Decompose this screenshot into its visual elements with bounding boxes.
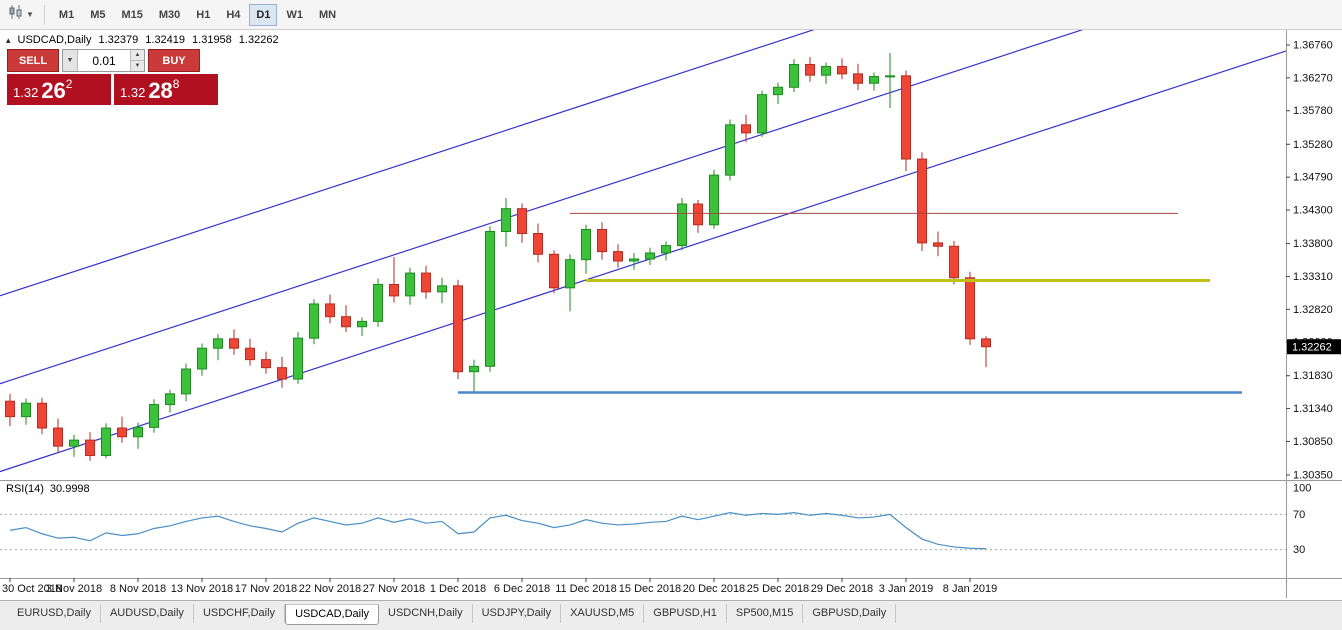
tf-button-m5[interactable]: M5 — [90, 8, 106, 21]
tf-button-m30[interactable]: M30 — [158, 8, 181, 21]
svg-text:8 Jan 2019: 8 Jan 2019 — [943, 583, 997, 595]
rsi-name: RSI(14) — [6, 483, 44, 495]
tf-button-h4[interactable]: H4 — [226, 8, 241, 21]
svg-text:6 Dec 2018: 6 Dec 2018 — [494, 583, 550, 595]
svg-text:15 Dec 2018: 15 Dec 2018 — [619, 583, 681, 595]
svg-text:1.36760: 1.36760 — [1293, 40, 1333, 52]
sell-price-pips: 26 — [41, 78, 66, 103]
title-marker-icon: ▴ — [6, 34, 11, 45]
tf-button-m15[interactable]: M15 — [121, 8, 143, 21]
sell-button[interactable]: SELL — [7, 49, 59, 72]
svg-text:1.31830: 1.31830 — [1293, 370, 1333, 382]
tf-button-d1[interactable]: D1 — [249, 3, 278, 26]
ohlc-high: 1.32419 — [145, 34, 186, 46]
svg-text:1.30350: 1.30350 — [1293, 470, 1333, 482]
sell-price-pipette: 2 — [65, 77, 73, 91]
ohlc-low: 1.31958 — [192, 34, 232, 46]
sell-price-base: 1.32 — [13, 85, 39, 100]
ohlc-open: 1.32379 — [98, 34, 139, 46]
svg-text:1.36270: 1.36270 — [1293, 72, 1333, 84]
tf-button-m1[interactable]: M1 — [58, 8, 75, 21]
lot-size-field: ▼ 0.01 ▲ ▼ — [62, 49, 145, 72]
svg-text:20 Dec 2018: 20 Dec 2018 — [683, 583, 745, 595]
rsi-value: 30.9998 — [49, 483, 90, 495]
buy-price-box[interactable]: 1.32 28 8 — [114, 74, 218, 105]
tf-button-h1[interactable]: H1 — [196, 8, 211, 21]
tab-usdjpy-daily[interactable]: USDJPY,Daily — [473, 604, 562, 623]
svg-text:1.32820: 1.32820 — [1293, 304, 1333, 316]
svg-text:30: 30 — [1293, 544, 1305, 556]
toolbar-separator — [43, 4, 45, 25]
svg-text:3 Jan 2019: 3 Jan 2019 — [879, 583, 933, 595]
tf-button-mn[interactable]: MN — [318, 8, 337, 21]
tab-gbpusd-daily[interactable]: GBPUSD,Daily — [803, 604, 897, 623]
rsi-indicator-label: RSI(14) 30.9998 — [6, 483, 90, 495]
svg-text:1 Dec 2018: 1 Dec 2018 — [430, 583, 486, 595]
svg-text:1.32262: 1.32262 — [1292, 342, 1332, 354]
svg-text:1.33800: 1.33800 — [1293, 238, 1333, 250]
tab-sp500-m15[interactable]: SP500,M15 — [727, 604, 804, 623]
svg-text:29 Dec 2018: 29 Dec 2018 — [811, 583, 873, 595]
tab-audusd-daily[interactable]: AUDUSD,Daily — [101, 604, 194, 623]
tab-gbpusd-h1[interactable]: GBPUSD,H1 — [644, 604, 727, 623]
svg-text:30 Oct 2018: 30 Oct 2018 — [2, 583, 62, 595]
svg-text:13 Nov 2018: 13 Nov 2018 — [171, 583, 233, 595]
svg-text:25 Dec 2018: 25 Dec 2018 — [747, 583, 809, 595]
svg-text:17 Nov 2018: 17 Nov 2018 — [235, 583, 297, 595]
svg-text:1.35280: 1.35280 — [1293, 139, 1333, 151]
buy-price-base: 1.32 — [120, 85, 146, 100]
tab-usdcnh-daily[interactable]: USDCNH,Daily — [379, 604, 473, 623]
buy-price-pips: 28 — [148, 78, 173, 103]
chart-title: ▴ USDCAD,Daily 1.32379 1.32419 1.31958 1… — [6, 34, 279, 46]
ohlc-close: 1.32262 — [238, 34, 279, 46]
svg-text:70: 70 — [1293, 509, 1305, 521]
chevron-down-icon: ▼ — [26, 10, 34, 19]
svg-text:1.33310: 1.33310 — [1293, 271, 1333, 283]
tab-usdcad-daily[interactable]: USDCAD,Daily — [285, 604, 380, 625]
price-chart-canvas[interactable]: 1.36760 1.36270 1.35780 1.35280 1.34790 1.343… — [0, 30, 1342, 600]
tf-button-w1[interactable]: W1 — [286, 8, 303, 21]
svg-text:100: 100 — [1293, 483, 1311, 495]
tab-xauusd-m5[interactable]: XAUUSD,M5 — [561, 604, 645, 623]
tab-usdchf-daily[interactable]: USDCHF,Daily — [194, 604, 286, 623]
buy-price-pipette: 8 — [172, 77, 180, 91]
lot-dropdown-icon[interactable]: ▼ — [63, 50, 78, 71]
lot-decrease-icon[interactable]: ▼ — [131, 61, 144, 71]
svg-text:22 Nov 2018: 22 Nov 2018 — [299, 583, 361, 595]
lot-increase-icon[interactable]: ▲ — [131, 50, 144, 61]
symbol-period-label: USDCAD,Daily — [17, 34, 92, 46]
chart-menu-button[interactable]: ▼ — [4, 5, 38, 24]
svg-text:1.31340: 1.31340 — [1293, 403, 1333, 415]
sell-price-box[interactable]: 1.32 26 2 — [7, 74, 111, 105]
svg-text:27 Nov 2018: 27 Nov 2018 — [363, 583, 425, 595]
lot-spinner: ▲ ▼ — [130, 50, 144, 71]
one-click-trading-panel: SELL ▼ 0.01 ▲ ▼ BUY 1.32 26 2 1.32 28 8 — [7, 49, 218, 105]
buy-button[interactable]: BUY — [148, 49, 200, 72]
timeframes-toolbar: ▼ M1 M5 M15 M30 H1 H4 D1 W1 MN — [0, 0, 1342, 30]
chart-tabs: EURUSD,Daily AUDUSD,Daily USDCHF,Daily U… — [0, 600, 1342, 630]
svg-text:1.34300: 1.34300 — [1293, 205, 1333, 217]
svg-text:3 Nov 2018: 3 Nov 2018 — [46, 583, 102, 595]
svg-text:11 Dec 2018: 11 Dec 2018 — [555, 583, 617, 595]
candlestick-chart-icon — [8, 5, 24, 24]
chart-window: 1.36760 1.36270 1.35780 1.35280 1.34790 1.343… — [0, 30, 1342, 600]
tab-eurusd-daily[interactable]: EURUSD,Daily — [8, 604, 101, 623]
svg-text:8 Nov 2018: 8 Nov 2018 — [110, 583, 166, 595]
svg-text:1.30850: 1.30850 — [1293, 436, 1333, 448]
svg-text:1.34790: 1.34790 — [1293, 172, 1333, 184]
lot-size-value[interactable]: 0.01 — [92, 53, 116, 68]
svg-text:1.35780: 1.35780 — [1293, 105, 1333, 117]
